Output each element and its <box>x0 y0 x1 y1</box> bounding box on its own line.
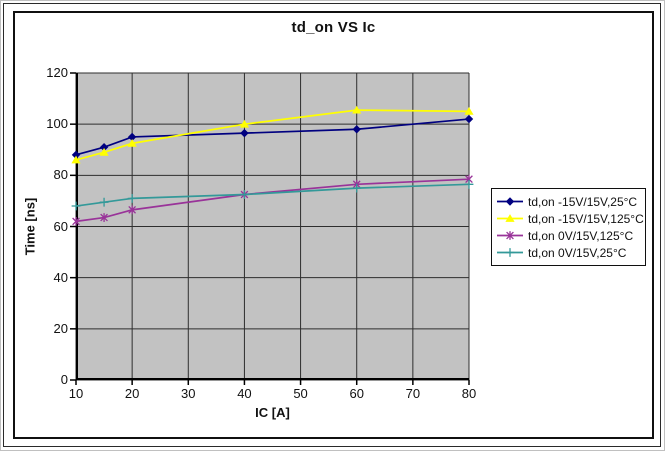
data-point-marker <box>99 197 109 207</box>
data-point-marker <box>71 201 81 211</box>
y-tick-label: 40 <box>53 269 68 285</box>
x-tick-label: 50 <box>293 386 308 401</box>
data-point-marker <box>239 119 250 128</box>
series-line-2 <box>75 178 470 223</box>
legend-label: td,on 0V/15V,25°C <box>528 245 627 260</box>
data-point-marker <box>71 155 81 164</box>
data-point-marker <box>127 138 137 147</box>
legend-marker-triangle-icon <box>497 214 523 222</box>
x-tick-label: 40 <box>237 386 252 401</box>
y-tick-label: 20 <box>53 320 68 336</box>
y-tick-label: 120 <box>46 65 68 80</box>
y-tick-label: 80 <box>53 167 68 183</box>
data-point-marker <box>99 142 109 152</box>
x-tick-label: 60 <box>349 386 364 401</box>
legend-marker-star-icon <box>497 231 523 240</box>
x-tick-label: 30 <box>181 386 196 401</box>
x-tick-label: 10 <box>68 386 84 401</box>
plot-svg <box>70 72 474 385</box>
data-point-marker <box>100 213 108 222</box>
legend-label: td,on 0V/15V,125°C <box>528 228 634 243</box>
data-point-marker <box>240 128 249 138</box>
x-tick-label: 70 <box>405 386 421 401</box>
legend-label: td,on -15V/15V,25°C <box>528 194 638 209</box>
legend-row: td,on -15V/15V,25°C <box>497 193 643 210</box>
data-point-marker <box>128 205 137 215</box>
series-line-0 <box>75 118 470 156</box>
legend-row: td,on 0V/15V,125°C <box>497 227 643 244</box>
plot-area <box>70 72 474 385</box>
y-tick-label: 100 <box>46 116 68 132</box>
series-line-1 <box>75 109 470 161</box>
legend-row: td,on -15V/15V,125°C <box>497 210 644 227</box>
series-line-3 <box>75 183 470 207</box>
legend-label: td,on -15V/15V,125°C <box>528 211 644 226</box>
data-point-marker <box>72 216 80 226</box>
legend-marker-plus-icon <box>497 248 523 257</box>
data-point-marker <box>352 105 362 114</box>
legend-marker-diamond-icon <box>497 197 523 206</box>
data-point-marker <box>352 125 361 134</box>
y-tick-label: 60 <box>53 218 68 234</box>
data-point-marker <box>352 183 362 193</box>
y-tick-label: 0 <box>60 372 68 387</box>
legend-row: td,on 0V/15V,25°C <box>497 244 643 261</box>
x-axis-title: IC [A] <box>255 405 290 420</box>
x-tick-label: 80 <box>461 386 477 401</box>
data-point-marker <box>464 106 474 115</box>
data-point-marker <box>464 179 474 189</box>
data-point-marker <box>99 147 109 156</box>
legend: td,on -15V/15V,25°C td,on -15V/15V,125°C t… <box>491 188 646 266</box>
data-point-marker <box>127 193 137 203</box>
data-point-marker <box>505 197 515 206</box>
data-point-marker <box>71 150 81 160</box>
data-point-marker <box>506 231 514 240</box>
data-point-marker <box>505 248 515 257</box>
x-tick-label: 20 <box>124 386 140 401</box>
chart-title: td_on VS Ic <box>291 19 376 36</box>
data-point-marker <box>127 132 137 142</box>
data-point-marker <box>464 114 474 124</box>
data-point-marker <box>505 214 515 222</box>
data-point-marker <box>240 190 249 199</box>
